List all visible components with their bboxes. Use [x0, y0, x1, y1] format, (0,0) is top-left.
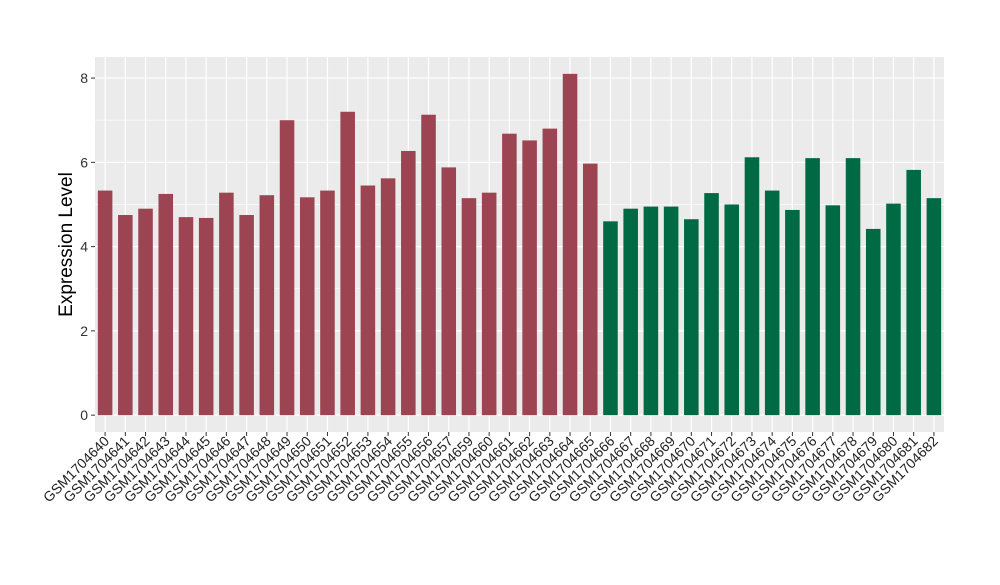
y-tick-label: 4: [80, 239, 88, 255]
bar-GSM1704641: [118, 215, 133, 416]
y-tick-label: 8: [80, 70, 88, 86]
bar-GSM1704678: [845, 158, 861, 416]
bar-GSM1704670: [684, 219, 699, 416]
bar-GSM1704667: [623, 208, 638, 416]
bar-GSM1704647: [239, 215, 254, 416]
bar-GSM1704650: [299, 197, 315, 416]
y-tick-label: 2: [80, 323, 88, 339]
bar-GSM1704660: [481, 192, 497, 416]
bar-GSM1704661: [502, 133, 517, 416]
y-tick-label: 6: [80, 154, 88, 170]
bar-GSM1704664: [562, 73, 578, 416]
bar-GSM1704655: [401, 150, 416, 416]
bar-GSM1704669: [663, 206, 679, 416]
bar-GSM1704682: [926, 198, 942, 416]
bar-GSM1704654: [380, 178, 396, 416]
bar-GSM1704671: [704, 193, 719, 416]
bar-GSM1704657: [441, 167, 457, 416]
bar-GSM1704666: [603, 221, 618, 416]
bar-GSM1704659: [461, 198, 477, 416]
bar-GSM1704672: [724, 204, 740, 416]
bar-GSM1704681: [906, 169, 921, 416]
bar-GSM1704652: [340, 111, 355, 416]
bar-GSM1704680: [886, 203, 901, 416]
bars: [97, 73, 942, 416]
bar-GSM1704642: [138, 208, 153, 416]
bar-GSM1704649: [279, 120, 295, 416]
bar-GSM1704673: [744, 157, 760, 416]
bar-GSM1704679: [865, 228, 881, 416]
bar-GSM1704640: [97, 190, 113, 416]
bar-GSM1704645: [198, 217, 214, 416]
y-axis-label: Expression Level: [56, 172, 77, 317]
bar-GSM1704646: [219, 192, 234, 416]
y-tick-label: 0: [80, 407, 88, 423]
bar-GSM1704676: [805, 158, 820, 416]
bar-GSM1704662: [522, 140, 537, 416]
plot-panel: [95, 57, 944, 432]
y-axis: 0 2 4 6 8: [80, 70, 95, 423]
bar-GSM1704663: [542, 128, 558, 416]
bar-GSM1704665: [582, 163, 598, 416]
bar-GSM1704643: [158, 193, 174, 416]
bar-GSM1704675: [785, 209, 800, 416]
x-axis: GSM1704640GSM1704641GSM1704642GSM1704643…: [40, 432, 941, 505]
bar-GSM1704656: [421, 114, 436, 416]
bar-GSM1704674: [764, 190, 780, 416]
bar-GSM1704648: [259, 195, 275, 416]
bar-GSM1704644: [178, 217, 194, 416]
bar-GSM1704677: [825, 205, 841, 416]
bar-GSM1704653: [360, 185, 376, 416]
bar-GSM1704668: [643, 206, 659, 416]
bar-GSM1704651: [320, 190, 335, 416]
